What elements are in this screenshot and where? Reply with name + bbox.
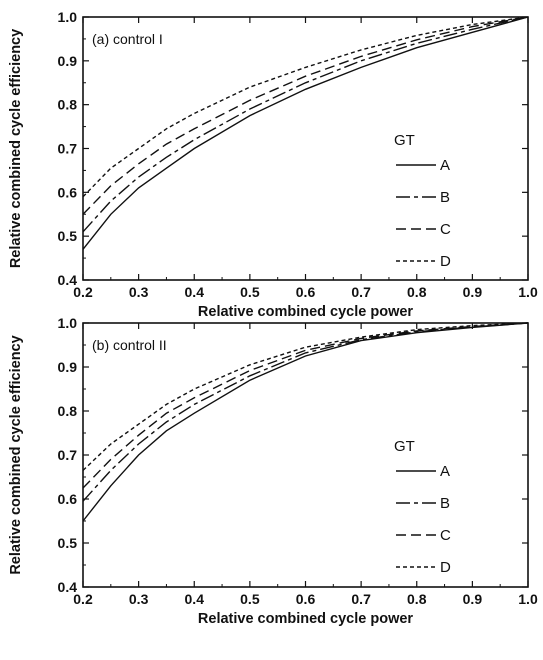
x-tick-label: 0.2 [73,591,93,607]
legend-label-a: A [440,157,450,174]
x-axis-label: Relative combined cycle power [198,304,414,320]
y-tick-label: 0.8 [58,403,78,419]
y-tick-label: 0.9 [58,359,78,375]
x-tick-label: 0.6 [296,284,316,300]
y-tick-label: 0.7 [58,141,78,157]
x-tick-label: 0.9 [463,284,483,300]
legend-label-b: B [440,189,450,206]
series-line-b [82,322,529,502]
x-tick-label: 1.0 [518,591,538,607]
plot-frame [82,322,529,588]
series-line-b [82,16,529,233]
x-tick-label: 0.4 [185,591,205,607]
y-tick-label: 1.0 [58,9,78,25]
y-tick-label: 0.6 [58,491,78,507]
series-line-c [82,16,529,215]
x-tick-label: 0.7 [351,591,371,607]
y-tick-label: 0.7 [58,447,78,463]
legend-label-c: C [440,527,451,544]
series-line-a [82,322,529,522]
x-tick-label: 0.8 [407,591,427,607]
panel-b: 0.2 0.3 0.4 0.5 0.6 0.7 0.8 0.9 1.0 0.4 0.5 0.6 0.7 0… [8,315,538,627]
panel-label: (a) control I [92,31,163,47]
legend-label-a: A [440,463,450,480]
x-tick-label: 0.3 [129,591,149,607]
legend-label-c: C [440,221,451,238]
x-tick-label: 0.7 [351,284,371,300]
series-line-d [82,322,529,471]
x-tick-label: 0.8 [407,284,427,300]
y-tick-label: 1.0 [58,315,78,331]
y-tick-label: 0.4 [58,579,78,595]
x-tick-label: 0.9 [463,591,483,607]
legend-label-d: D [440,559,451,576]
series-line-c [82,322,529,489]
x-tick-label: 0.3 [129,284,149,300]
y-tick-label: 0.6 [58,184,78,200]
x-tick-label: 0.2 [73,284,93,300]
x-axis-label: Relative combined cycle power [198,611,414,627]
series-line-a [82,16,529,250]
x-tick-label: 0.4 [185,284,205,300]
y-axis-label: Relative combined cycle efficiency [8,335,24,574]
y-tick-label: 0.9 [58,53,78,69]
series-line-d [82,16,529,198]
panel-label: (b) control II [92,337,167,353]
plot-frame [82,16,529,281]
y-tick-label: 0.8 [58,97,78,113]
legend-title: GT [394,132,415,149]
panel-a: 0.2 0.3 0.4 0.5 0.6 0.7 0.8 0.9 1.0 0.4 0.5 0.6 0.7 0… [8,9,538,320]
y-tick-label: 0.5 [58,535,78,551]
x-tick-label: 1.0 [518,284,538,300]
y-tick-label: 0.4 [58,272,78,288]
y-tick-label: 0.5 [58,228,78,244]
x-tick-label: 0.5 [240,591,260,607]
legend-title: GT [394,438,415,455]
y-axis-label: Relative combined cycle efficiency [8,29,24,268]
x-tick-label: 0.5 [240,284,260,300]
x-tick-label: 0.6 [296,591,316,607]
legend-label-d: D [440,253,451,270]
legend-label-b: B [440,495,450,512]
